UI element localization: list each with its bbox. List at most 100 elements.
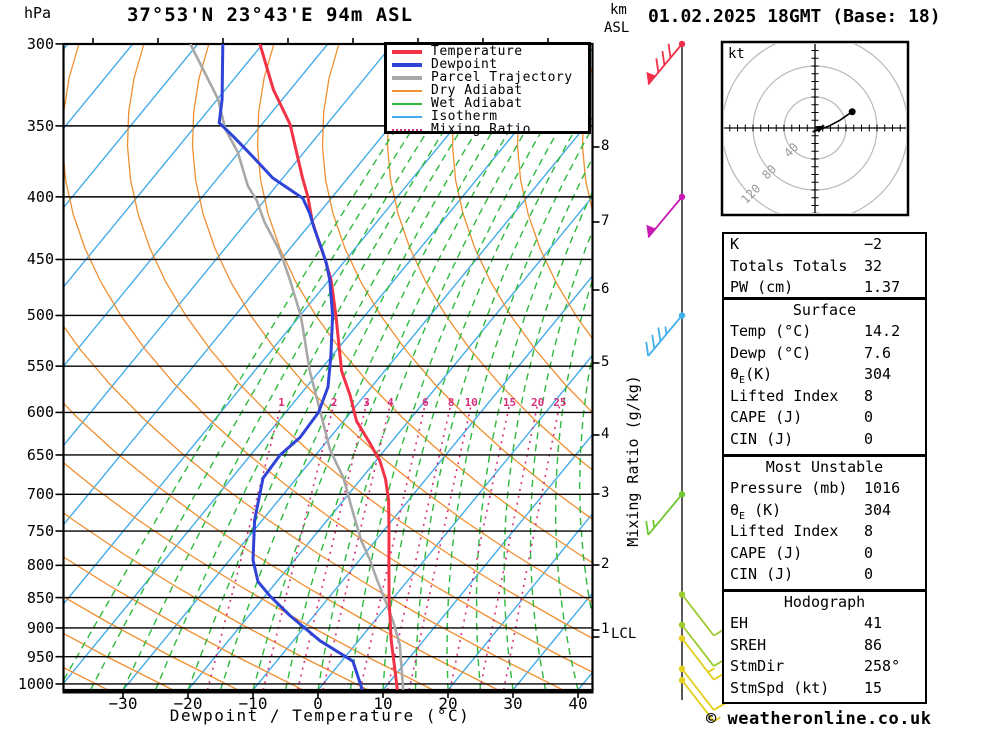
- mixing-ratio-line: [359, 401, 427, 690]
- mixing-ratio-value-label: 15: [502, 396, 517, 409]
- isotherm-line: [64, 44, 329, 367]
- legend-label: Wet Adiabat: [431, 96, 523, 111]
- wind-barb: [678, 677, 721, 723]
- wet-adiabat-line: [503, 191, 592, 690]
- legend-swatch-mixing-ratio: [392, 128, 422, 131]
- mixing-ratio-value-label: 6: [422, 396, 429, 409]
- wind-barb-feather: [661, 50, 666, 66]
- mixing-ratio-value-label: 20: [530, 396, 545, 409]
- dry-adiabat-line: [64, 325, 564, 690]
- wind-barb-feather: [645, 520, 650, 536]
- panel-row-value: 304: [864, 365, 892, 383]
- panel-row-label: K: [730, 235, 740, 253]
- km-tick-label: 8: [601, 138, 610, 154]
- panel-row-label: CAPE (J): [730, 543, 803, 562]
- legend-item: Parcel Trajectory: [387, 70, 588, 85]
- temp-tick-label: 10: [373, 694, 393, 713]
- km-tick-label: 7: [601, 213, 610, 229]
- wind-barb-pennant: [646, 224, 656, 238]
- panel-row-label: θE (K): [730, 500, 782, 522]
- wet-adiabat-line: [414, 99, 592, 690]
- panel-row: θE(K) 304: [724, 364, 925, 386]
- wind-barb-half-feather: [652, 519, 656, 528]
- wind-barb-half-feather: [664, 326, 668, 335]
- dry-adiabat-line: [191, 44, 592, 603]
- wet-adiabat-line: [187, 44, 516, 690]
- mixing-ratio-line: [322, 401, 392, 690]
- pressure-tick-label: 750: [26, 522, 54, 541]
- legend-label: Temperature: [431, 44, 523, 59]
- temp-tick-label: 20: [438, 694, 458, 713]
- wet-adiabat-line: [529, 230, 592, 690]
- panel-indices: K −2 Totals Totals 32 PW (cm) 1.37: [722, 232, 927, 299]
- temp-tick-label: −10: [238, 694, 268, 713]
- panel-row-label: Pressure (mb): [730, 479, 848, 497]
- temp-tick-label: 30: [503, 694, 523, 713]
- wind-barb: [646, 40, 686, 86]
- panel-row-value: 14.2: [864, 322, 901, 340]
- legend-item: Mixing Ratio: [387, 122, 588, 137]
- pressure-tick-label: 850: [26, 588, 54, 607]
- wet-adiabat-line: [122, 44, 484, 690]
- legend-swatch-parcel-trajectory: [392, 75, 422, 80]
- panel-row-label: θE(K): [730, 365, 773, 386]
- isotherm-line: [64, 44, 589, 684]
- panel-row: StmSpd (kt) 15: [724, 678, 925, 700]
- temp-tick-label: 40: [568, 694, 588, 713]
- isotherm-line: [64, 44, 199, 209]
- pressure-unit-label: hPa: [24, 4, 52, 22]
- wet-adiabat-line: [382, 72, 592, 690]
- wet-adiabat-line: [64, 44, 452, 681]
- mixing-ratio-value-label: 10: [464, 396, 478, 409]
- chart-legend: Temperature Dewpoint Parcel Trajectory Dry …: [384, 42, 591, 137]
- panel-row: CIN (J) 0: [724, 429, 925, 451]
- panel-row-value: 304: [864, 500, 892, 519]
- pressure-tick-label: 900: [26, 618, 54, 637]
- dry-adiabat-line: [581, 65, 592, 213]
- panel-row-label: Totals Totals: [730, 256, 848, 275]
- wet-adiabat-line: [317, 44, 580, 690]
- panel-row: SREH 86: [724, 635, 925, 657]
- wind-barb: [646, 193, 686, 238]
- dry-adiabat-line: [516, 44, 592, 340]
- panel-row: Totals Totals 32: [724, 256, 925, 278]
- isotherm-line: [122, 116, 592, 690]
- wind-barb-feather: [657, 327, 662, 342]
- panel-row-value: 15: [864, 678, 883, 697]
- background-lines: [64, 44, 592, 690]
- wet-adiabat-line: [154, 44, 500, 690]
- wind-barb-shaft: [681, 593, 715, 637]
- asl-axis-unit-label: ASL: [604, 20, 630, 36]
- mixing-ratio-line: [206, 401, 283, 690]
- legend-swatch-dewpoint: [392, 62, 422, 67]
- panel-row-label: CIN (J): [730, 565, 794, 583]
- datetime-label: 01.02.2025 18GMT (Base: 18): [648, 6, 941, 27]
- km-tick-label: 1: [601, 621, 610, 637]
- pressure-tick-label: 800: [26, 556, 54, 575]
- panel-row-label: StmDir: [730, 657, 785, 675]
- panel-row-value: 7.6: [864, 343, 892, 362]
- panel-row: EH 41: [724, 613, 925, 635]
- wind-barb-shaft: [647, 493, 683, 536]
- panel-row-value: 86: [864, 635, 883, 654]
- panel-title: Most Unstable: [765, 458, 884, 476]
- pressure-tick-label: 950: [26, 647, 54, 666]
- wind-barb-shaft: [647, 314, 683, 357]
- wet-adiabat-line: [475, 157, 592, 690]
- legend-label: Isotherm: [431, 109, 498, 124]
- panel-row-value: 0: [864, 565, 874, 583]
- dry-adiabat-line: [386, 44, 592, 471]
- legend-item: Dry Adiabat: [387, 83, 588, 98]
- panel-row-label: EH: [730, 614, 749, 632]
- wind-barb-shaft: [681, 668, 715, 711]
- dry-adiabat-line: [256, 44, 592, 564]
- temp-tick-label: −30: [108, 694, 138, 713]
- sounding-curves: [189, 44, 405, 690]
- wind-barb-feather: [655, 58, 660, 73]
- lcl-label: LCL: [611, 626, 637, 642]
- legend-item: Wet Adiabat: [387, 96, 588, 111]
- wind-barb: [678, 635, 727, 681]
- wind-barb-feather: [713, 702, 727, 711]
- dry-adiabat-line: [64, 462, 434, 690]
